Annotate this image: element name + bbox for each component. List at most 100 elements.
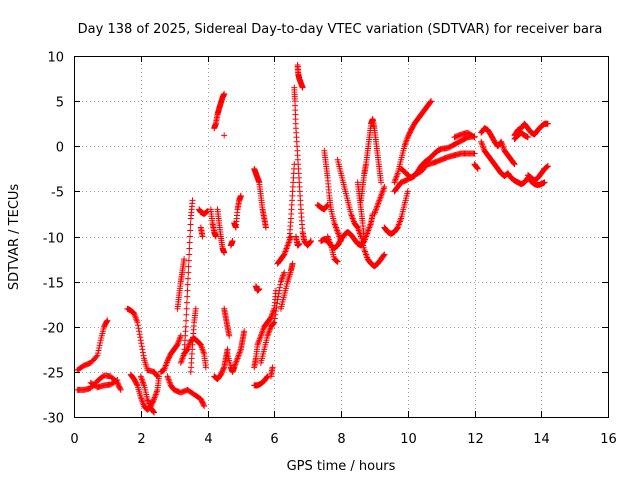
data-point — [286, 238, 293, 245]
data-point — [117, 386, 124, 393]
data-series-22 — [231, 192, 244, 231]
data-series-31 — [277, 260, 296, 312]
data-point — [134, 322, 141, 329]
data-point — [104, 317, 111, 324]
y-tick-label: -5 — [51, 186, 64, 201]
data-point — [296, 240, 303, 247]
data-point — [307, 238, 314, 245]
data-point — [511, 161, 518, 168]
data-series-1 — [74, 317, 111, 374]
data-series-29 — [267, 364, 276, 380]
data-point — [221, 249, 228, 256]
data-point — [199, 233, 206, 240]
data-point — [184, 287, 191, 294]
data-series-9 — [174, 256, 188, 312]
data-point — [94, 350, 101, 357]
x-axis-label: GPS time / hours — [287, 459, 396, 474]
data-series-25 — [252, 283, 263, 294]
data-series-6 — [137, 373, 158, 416]
data-point — [202, 364, 209, 371]
data-point — [229, 238, 236, 245]
data-point — [272, 311, 279, 318]
data-point — [183, 305, 190, 312]
data-point — [474, 165, 481, 172]
data-point — [96, 344, 103, 351]
data-series-47 — [398, 133, 478, 181]
axis-ticks: 0 2 4 6 8 10 12 14 16 10 5 0 -5 -10 -15 -20 -25 -30 — [43, 51, 617, 448]
data-point — [189, 197, 196, 204]
data-point — [136, 331, 143, 338]
data-point — [221, 132, 228, 139]
data-point — [150, 408, 157, 415]
data-point — [264, 374, 271, 381]
data-point — [275, 290, 282, 297]
data-point — [281, 269, 288, 276]
data-series-13 — [196, 206, 211, 217]
data-series-50 — [478, 125, 518, 168]
data-point — [201, 403, 208, 410]
data-series-32 — [294, 62, 306, 91]
data-point — [96, 342, 103, 349]
data-series-8 — [164, 373, 208, 410]
data-point — [404, 188, 411, 195]
y-tick-label: -15 — [43, 277, 64, 292]
data-point — [185, 275, 192, 282]
data-point — [133, 381, 140, 388]
data-point — [94, 352, 101, 359]
data-point — [139, 349, 146, 356]
data-point — [289, 260, 296, 267]
data-series-3 — [87, 376, 121, 391]
data-series-30 — [274, 233, 294, 267]
y-tick-label: -20 — [43, 322, 64, 337]
data-point — [140, 352, 147, 359]
data-point — [541, 179, 548, 186]
data-point — [184, 293, 191, 300]
data-point — [381, 183, 388, 190]
data-series-39 — [324, 233, 341, 265]
data-point — [182, 323, 189, 330]
data-series-21 — [224, 328, 248, 375]
data-point — [183, 299, 190, 306]
data-series-38 — [321, 147, 344, 245]
data-point — [221, 90, 228, 97]
data-point — [138, 343, 145, 350]
data-point — [510, 160, 517, 167]
data-series-56 — [511, 120, 551, 139]
data-series-49 — [451, 129, 478, 141]
data-point — [324, 202, 331, 209]
data-series-37 — [317, 210, 376, 252]
x-tick-label: 2 — [137, 432, 145, 447]
data-series-17 — [221, 132, 228, 139]
data-point — [471, 134, 478, 141]
data-point — [544, 120, 551, 127]
data-point — [186, 245, 193, 252]
data-point — [380, 252, 387, 259]
data-point — [381, 251, 388, 258]
data-point — [134, 319, 141, 326]
data-series-24 — [251, 165, 269, 231]
plot-area — [74, 62, 551, 416]
data-point — [185, 269, 192, 276]
data-point — [186, 239, 193, 246]
data-series-57 — [511, 129, 531, 143]
data-point — [151, 409, 158, 416]
data-point — [136, 328, 143, 335]
data-series-42 — [361, 116, 385, 186]
data-point — [187, 221, 194, 228]
data-point — [185, 257, 192, 264]
chart-title: Day 138 of 2025, Sidereal Day-to-day VTE… — [78, 22, 603, 37]
data-series-44 — [371, 183, 388, 217]
data-point — [220, 365, 227, 372]
y-tick-label: 5 — [56, 96, 64, 111]
data-series-4 — [124, 305, 161, 380]
data-series-16 — [211, 90, 228, 132]
data-point — [334, 258, 341, 265]
data-point — [192, 305, 199, 312]
data-series-35 — [292, 233, 303, 249]
data-point — [471, 150, 478, 157]
x-tick-label: 14 — [533, 432, 550, 447]
data-series-48 — [391, 150, 478, 195]
data-point — [470, 133, 477, 140]
data-point — [273, 304, 280, 311]
x-tick-label: 4 — [204, 432, 212, 447]
